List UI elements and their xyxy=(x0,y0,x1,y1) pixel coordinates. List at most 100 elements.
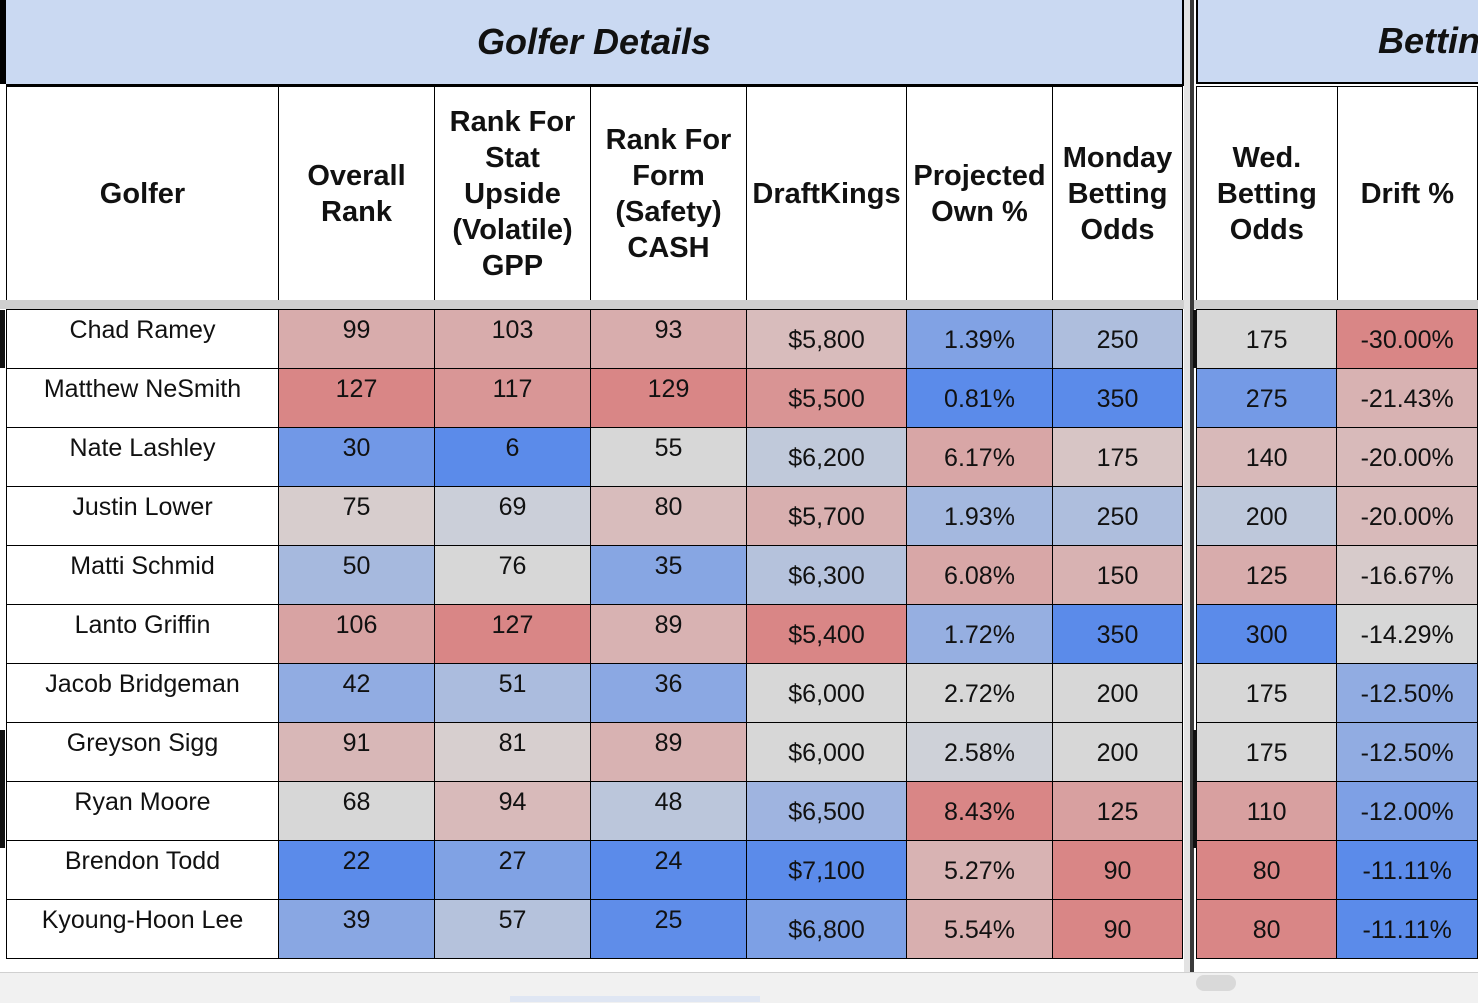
golfer-name-cell[interactable]: Justin Lower xyxy=(6,486,279,546)
overall-rank-cell[interactable]: 106 xyxy=(278,604,435,664)
monday-odds-cell[interactable]: 150 xyxy=(1052,545,1183,605)
drift-cell[interactable]: -12.50% xyxy=(1336,722,1478,782)
table-row[interactable]: Matti Schmid 50 76 35 $6,300 6.08% 150 xyxy=(6,545,1183,605)
rank-form-cell[interactable]: 36 xyxy=(590,663,747,723)
rank-form-cell[interactable]: 93 xyxy=(590,309,747,369)
table-row[interactable]: Justin Lower 75 69 80 $5,700 1.93% 250 xyxy=(6,486,1183,546)
drift-cell[interactable]: -16.67% xyxy=(1336,545,1478,605)
column-header-golfer[interactable]: Golfer xyxy=(6,86,279,301)
rank-form-cell[interactable]: 48 xyxy=(590,781,747,841)
monday-odds-cell[interactable]: 200 xyxy=(1052,722,1183,782)
rank-stat-upside-cell[interactable]: 117 xyxy=(434,368,591,428)
column-header-draftkings[interactable]: DraftKings xyxy=(746,86,907,301)
frozen-column-divider[interactable] xyxy=(1184,0,1194,1002)
table-row[interactable]: Nate Lashley 30 6 55 $6,200 6.17% 175 xyxy=(6,427,1183,487)
table-row[interactable]: 175 -30.00% xyxy=(1195,309,1478,369)
rank-stat-upside-cell[interactable]: 57 xyxy=(434,899,591,959)
drift-cell[interactable]: -20.00% xyxy=(1336,427,1478,487)
drift-cell[interactable]: -21.43% xyxy=(1336,368,1478,428)
drift-cell[interactable]: -14.29% xyxy=(1336,604,1478,664)
overall-rank-cell[interactable]: 39 xyxy=(278,899,435,959)
column-header-rank-stat-upside[interactable]: Rank For Stat Upside (Volatile) GPP xyxy=(434,86,591,301)
rank-form-cell[interactable]: 80 xyxy=(590,486,747,546)
overall-rank-cell[interactable]: 75 xyxy=(278,486,435,546)
projected-own-cell[interactable]: 2.72% xyxy=(906,663,1053,723)
golfer-name-cell[interactable]: Chad Ramey xyxy=(6,309,279,369)
betting-group-header[interactable]: Betting xyxy=(1196,0,1478,84)
drift-cell[interactable]: -12.00% xyxy=(1336,781,1478,841)
table-row[interactable]: Ryan Moore 68 94 48 $6,500 8.43% 125 xyxy=(6,781,1183,841)
monday-odds-cell[interactable]: 125 xyxy=(1052,781,1183,841)
draftkings-salary-cell[interactable]: $6,800 xyxy=(746,899,907,959)
scroll-track[interactable] xyxy=(510,996,760,1002)
table-row[interactable]: Brendon Todd 22 27 24 $7,100 5.27% 90 xyxy=(6,840,1183,900)
monday-odds-cell[interactable]: 350 xyxy=(1052,368,1183,428)
monday-odds-cell[interactable]: 200 xyxy=(1052,663,1183,723)
drift-cell[interactable]: -11.11% xyxy=(1336,899,1478,959)
drift-cell[interactable]: -11.11% xyxy=(1336,840,1478,900)
rank-stat-upside-cell[interactable]: 6 xyxy=(434,427,591,487)
table-row[interactable]: 300 -14.29% xyxy=(1195,604,1478,664)
scroll-thumb[interactable] xyxy=(1196,975,1236,991)
golfer-name-cell[interactable]: Matthew NeSmith xyxy=(6,368,279,428)
wed-odds-cell[interactable]: 80 xyxy=(1195,840,1338,900)
golfer-name-cell[interactable]: Nate Lashley xyxy=(6,427,279,487)
golfer-details-group-header[interactable]: Golfer Details xyxy=(6,0,1184,86)
overall-rank-cell[interactable]: 22 xyxy=(278,840,435,900)
projected-own-cell[interactable]: 6.17% xyxy=(906,427,1053,487)
table-row[interactable]: Greyson Sigg 91 81 89 $6,000 2.58% 200 xyxy=(6,722,1183,782)
rank-form-cell[interactable]: 89 xyxy=(590,604,747,664)
column-header-drift[interactable]: Drift % xyxy=(1336,86,1478,301)
golfer-name-cell[interactable]: Brendon Todd xyxy=(6,840,279,900)
overall-rank-cell[interactable]: 50 xyxy=(278,545,435,605)
column-header-monday-odds[interactable]: Monday Betting Odds xyxy=(1052,86,1183,301)
golfer-name-cell[interactable]: Matti Schmid xyxy=(6,545,279,605)
draftkings-salary-cell[interactable]: $6,000 xyxy=(746,663,907,723)
table-row[interactable]: Jacob Bridgeman 42 51 36 $6,000 2.72% 200 xyxy=(6,663,1183,723)
projected-own-cell[interactable]: 2.58% xyxy=(906,722,1053,782)
table-row[interactable]: 140 -20.00% xyxy=(1195,427,1478,487)
column-header-overall-rank[interactable]: Overall Rank xyxy=(278,86,435,301)
rank-form-cell[interactable]: 35 xyxy=(590,545,747,605)
column-header-rank-form[interactable]: Rank For Form (Safety) CASH xyxy=(590,86,747,301)
golfer-name-cell[interactable]: Greyson Sigg xyxy=(6,722,279,782)
projected-own-cell[interactable]: 5.54% xyxy=(906,899,1053,959)
table-row[interactable]: 110 -12.00% xyxy=(1195,781,1478,841)
table-row[interactable]: Chad Ramey 99 103 93 $5,800 1.39% 250 xyxy=(6,309,1183,369)
monday-odds-cell[interactable]: 350 xyxy=(1052,604,1183,664)
table-row[interactable]: 175 -12.50% xyxy=(1195,663,1478,723)
draftkings-salary-cell[interactable]: $6,300 xyxy=(746,545,907,605)
draftkings-salary-cell[interactable]: $6,500 xyxy=(746,781,907,841)
rank-form-cell[interactable]: 24 xyxy=(590,840,747,900)
wed-odds-cell[interactable]: 80 xyxy=(1195,899,1338,959)
wed-odds-cell[interactable]: 110 xyxy=(1195,781,1338,841)
projected-own-cell[interactable]: 1.72% xyxy=(906,604,1053,664)
overall-rank-cell[interactable]: 30 xyxy=(278,427,435,487)
draftkings-salary-cell[interactable]: $6,200 xyxy=(746,427,907,487)
monday-odds-cell[interactable]: 250 xyxy=(1052,486,1183,546)
overall-rank-cell[interactable]: 68 xyxy=(278,781,435,841)
rank-stat-upside-cell[interactable]: 76 xyxy=(434,545,591,605)
projected-own-cell[interactable]: 1.93% xyxy=(906,486,1053,546)
table-row[interactable]: 275 -21.43% xyxy=(1195,368,1478,428)
wed-odds-cell[interactable]: 125 xyxy=(1195,545,1338,605)
projected-own-cell[interactable]: 5.27% xyxy=(906,840,1053,900)
table-row[interactable]: 175 -12.50% xyxy=(1195,722,1478,782)
overall-rank-cell[interactable]: 127 xyxy=(278,368,435,428)
golfer-name-cell[interactable]: Kyoung-Hoon Lee xyxy=(6,899,279,959)
table-row[interactable]: 200 -20.00% xyxy=(1195,486,1478,546)
rank-stat-upside-cell[interactable]: 27 xyxy=(434,840,591,900)
draftkings-salary-cell[interactable]: $7,100 xyxy=(746,840,907,900)
wed-odds-cell[interactable]: 175 xyxy=(1195,663,1338,723)
golfer-name-cell[interactable]: Lanto Griffin xyxy=(6,604,279,664)
rank-stat-upside-cell[interactable]: 94 xyxy=(434,781,591,841)
draftkings-salary-cell[interactable]: $5,500 xyxy=(746,368,907,428)
rank-stat-upside-cell[interactable]: 81 xyxy=(434,722,591,782)
table-row[interactable]: Lanto Griffin 106 127 89 $5,400 1.72% 350 xyxy=(6,604,1183,664)
draftkings-salary-cell[interactable]: $5,700 xyxy=(746,486,907,546)
rank-stat-upside-cell[interactable]: 51 xyxy=(434,663,591,723)
golfer-name-cell[interactable]: Ryan Moore xyxy=(6,781,279,841)
table-row[interactable]: Matthew NeSmith 127 117 129 $5,500 0.81% 350 xyxy=(6,368,1183,428)
rank-form-cell[interactable]: 129 xyxy=(590,368,747,428)
wed-odds-cell[interactable]: 200 xyxy=(1195,486,1338,546)
